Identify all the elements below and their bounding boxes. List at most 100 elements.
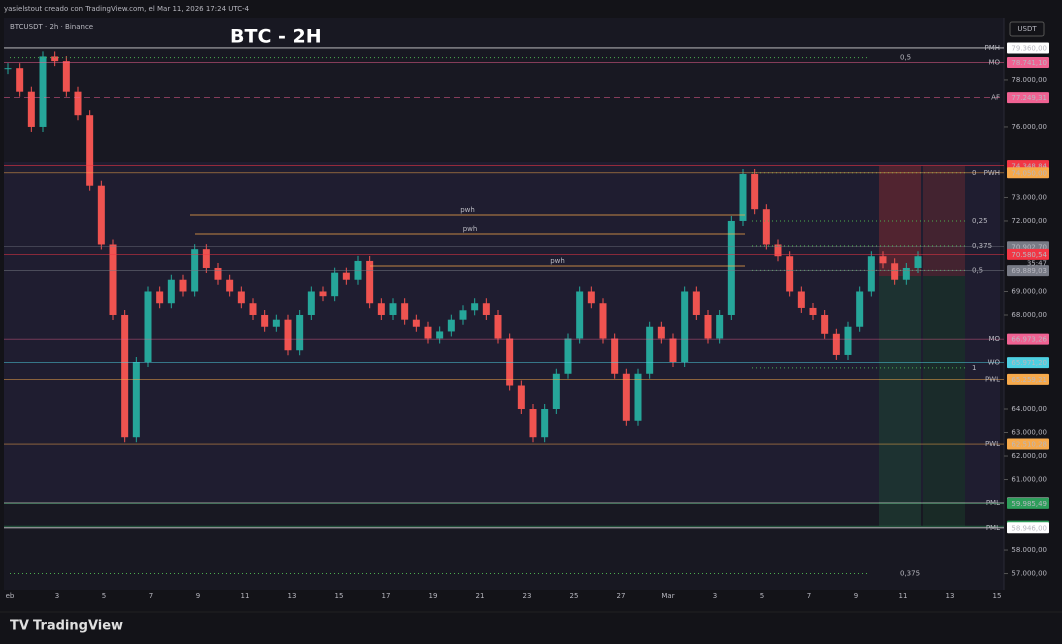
candle (517, 385, 525, 410)
price-tag-label: 74.348,84 (1011, 162, 1047, 170)
price-tag (1007, 248, 1049, 260)
candle (681, 291, 689, 362)
candle (97, 185, 105, 245)
level-name: AF (991, 94, 1000, 102)
level-name: PML (986, 499, 1000, 507)
price-tag (1007, 57, 1049, 69)
level-name: MO (988, 59, 1000, 67)
chart-title: BTC - 2H (230, 26, 322, 48)
price-tag-label: 65.971,20 (1011, 359, 1047, 367)
price-tag (1007, 497, 1049, 509)
countdown: 35:47 (1027, 259, 1047, 267)
candle (844, 326, 852, 355)
level-name: PMH (984, 44, 1000, 52)
candle (611, 338, 619, 374)
x-tick-label: 5 (760, 592, 764, 600)
price-tag-label: 78.741,10 (1011, 59, 1047, 67)
x-tick-label: 5 (102, 592, 106, 600)
candle (867, 256, 875, 292)
y-tick-label: 62.000,00 (1011, 452, 1047, 460)
candle (156, 291, 164, 304)
price-tag (1007, 522, 1049, 534)
y-tick-label: 72.000,00 (1011, 217, 1047, 225)
candle (342, 272, 350, 280)
pwh-label: pwh (460, 206, 475, 214)
candle (331, 272, 339, 297)
candle (4, 68, 12, 70)
y-tick-label: 78.000,00 (1011, 76, 1047, 84)
fib-label: 0,375 (972, 242, 992, 250)
candle (86, 115, 94, 186)
candle (832, 333, 840, 355)
candle (471, 303, 479, 311)
price-tag-label: 70.580,54 (1011, 251, 1047, 259)
fib-label: 0,5 (900, 54, 911, 62)
x-tick-label: 25 (570, 592, 579, 600)
candle (529, 409, 537, 438)
x-tick-label: 11 (899, 592, 908, 600)
price-tag (1007, 167, 1049, 179)
candle (459, 310, 467, 320)
candle (587, 291, 595, 304)
candle (447, 319, 455, 332)
candle (879, 256, 887, 264)
candle (412, 319, 420, 327)
candle (214, 267, 222, 280)
candle (704, 314, 712, 339)
price-tag-label: 58.946,00 (1011, 524, 1047, 532)
level-name: PWH (984, 169, 1000, 177)
fib-label: 1 (972, 364, 976, 372)
candle (401, 303, 409, 320)
candle (424, 326, 432, 339)
candle (692, 291, 700, 315)
x-tick-label: 7 (807, 592, 811, 600)
candle (74, 91, 82, 116)
price-tag-label: 74.050,00 (1011, 169, 1047, 177)
pwh-label: pwh (463, 225, 478, 233)
candle (109, 244, 117, 315)
level-name: WO (988, 359, 1001, 367)
x-tick-label: eb (6, 592, 15, 600)
candle (16, 68, 24, 92)
candle (599, 303, 607, 339)
y-tick-label: 61.000,00 (1011, 476, 1047, 484)
x-tick-label: 13 (288, 592, 297, 600)
candle (272, 319, 280, 327)
tv-logo: 𝗧𝗩 (10, 619, 29, 634)
candle (377, 303, 385, 315)
x-tick-label: 3 (55, 592, 59, 600)
x-tick-label: 17 (382, 592, 391, 600)
chart-layer: 78.000,00 76.000,00 73.000,00 72.000,00 69.0… (4, 42, 1049, 600)
candle (482, 303, 490, 315)
currency-box[interactable] (1009, 21, 1045, 37)
candle (436, 331, 444, 339)
target-zone (923, 276, 965, 526)
candle (237, 291, 245, 304)
price-tag (1007, 92, 1049, 104)
candle (307, 291, 315, 315)
x-tick-label: 3 (713, 592, 717, 600)
candle (716, 314, 724, 339)
candle (762, 209, 770, 245)
price-tag-label: 77.249,31 (1011, 94, 1047, 102)
candle (552, 373, 560, 410)
candle (261, 314, 269, 327)
x-tick-label: 9 (854, 592, 858, 600)
price-tag-label: 62.510,28 (1011, 441, 1047, 449)
fib-label: 0,25 (972, 217, 988, 225)
price-tag-label: 66.973,26 (1011, 336, 1047, 344)
candle (541, 409, 549, 438)
y-tick-label: 69.000,00 (1011, 287, 1047, 295)
candle (821, 314, 829, 334)
candle (809, 307, 817, 315)
candle (891, 263, 899, 280)
level-name: PML (986, 524, 1000, 532)
candle (646, 326, 654, 374)
x-tick-label: 9 (196, 592, 200, 600)
target-zone (879, 276, 921, 526)
y-tick-label: 68.000,00 (1011, 311, 1047, 319)
currency[interactable]: USDT (1017, 25, 1037, 33)
price-tag-label: 69.889,03 (1011, 267, 1047, 275)
x-tick-label: 27 (617, 592, 626, 600)
